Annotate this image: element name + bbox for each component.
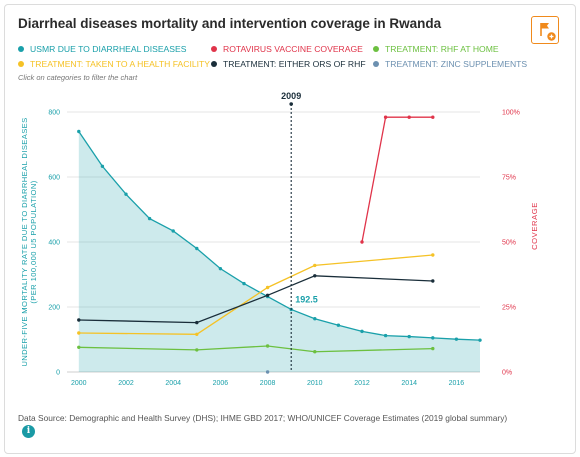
y-axis-title: UNDER-FIVE MORTALITY RATE DUE TO DIARRHE… xyxy=(20,117,38,366)
legend-item-rhf-home[interactable]: TREATMENT: RHF AT HOME xyxy=(373,44,499,54)
legend-label: USMR DUE TO DIARRHEAL DISEASES xyxy=(30,44,187,54)
data-point-rotavirus-vaccine-coverage xyxy=(383,115,388,119)
x-tick-label: 2016 xyxy=(449,380,465,387)
legend-label: TREATMENT: ZINC SUPPLEMENTS xyxy=(385,59,528,69)
data-source: Data Source: Demographic and Health Surv… xyxy=(18,413,508,423)
data-point-treatment-rhf-at-home xyxy=(265,344,270,348)
legend-dot xyxy=(18,61,24,67)
data-point-usmr-due-to-diarrheal-diseases xyxy=(242,281,246,286)
y2-tick-label: 100% xyxy=(502,110,520,117)
data-point-treatment-either-ors-of-rhf xyxy=(431,279,435,283)
data-point-usmr-due-to-diarrheal-diseases xyxy=(218,266,223,271)
data-point-treatment-rhf-at-home xyxy=(313,350,317,354)
y-tick-label: 800 xyxy=(48,110,60,117)
highlight-x-label: 2009 xyxy=(281,91,301,101)
legend-dot xyxy=(373,46,379,52)
x-tick-label: 2008 xyxy=(260,380,276,387)
x-tick-label: 2006 xyxy=(213,380,229,387)
data-point-treatment-either-ors-of-rhf xyxy=(195,320,199,325)
chart-plot: 0 200 400 600 800 0% 25% 50% 75% 100% 2000 2002 2004… xyxy=(20,91,539,387)
data-point-usmr-due-to-diarrheal-diseases xyxy=(383,333,388,338)
data-point-treatment-either-ors-of-rhf xyxy=(77,318,81,322)
x-tick-label: 2004 xyxy=(165,380,181,387)
data-point-rotavirus-vaccine-coverage xyxy=(360,240,364,244)
y-tick-label: 200 xyxy=(48,305,60,312)
y-tick-label: 0 xyxy=(56,370,60,377)
highlight-top-dot xyxy=(289,102,294,106)
legend-item-zinc[interactable]: TREATMENT: ZINC SUPPLEMENTS xyxy=(373,59,527,69)
data-point-usmr-due-to-diarrheal-diseases xyxy=(336,323,341,327)
data-point-usmr-due-to-diarrheal-diseases xyxy=(407,334,411,339)
data-point-treatment-taken-to-a-health-facility xyxy=(313,263,317,268)
data-point-treatment-rhf-at-home xyxy=(431,346,435,351)
data-point-usmr-due-to-diarrheal-diseases xyxy=(431,336,435,340)
data-point-rotavirus-vaccine-coverage xyxy=(431,115,435,119)
data-point-treatment-taken-to-a-health-facility xyxy=(431,253,435,257)
x-tick-label: 2002 xyxy=(118,380,134,387)
y2-tick-label: 0% xyxy=(502,370,512,377)
x-tick-label: 2000 xyxy=(71,380,87,387)
y2-axis-title: COVERAGE xyxy=(530,202,539,250)
y2-tick-label: 25% xyxy=(502,305,516,312)
data-point-usmr-due-to-diarrheal-diseases xyxy=(124,192,128,196)
legend-dot xyxy=(373,61,379,67)
y-tick-label: 400 xyxy=(48,240,60,247)
legend-label: TREATMENT: EITHER ORS OF RHF xyxy=(223,59,366,69)
data-point-rotavirus-vaccine-coverage xyxy=(407,115,411,119)
data-point-treatment-either-ors-of-rhf xyxy=(313,274,317,278)
y2-tick-label: 50% xyxy=(502,240,516,247)
x-tick-label: 2010 xyxy=(307,380,323,387)
x-tick-label: 2012 xyxy=(354,380,370,387)
legend-item-health-facility[interactable]: TREATMENT: TAKEN TO A HEALTH FACILITY xyxy=(18,59,210,69)
y-tick-label: 600 xyxy=(48,175,60,182)
info-icon[interactable]: i xyxy=(22,425,35,438)
y2-tick-label: 75% xyxy=(502,175,516,182)
legend-dot xyxy=(18,46,24,52)
data-point-treatment-rhf-at-home xyxy=(77,345,81,349)
data-point-treatment-taken-to-a-health-facility xyxy=(265,285,270,290)
data-point-usmr-due-to-diarrheal-diseases xyxy=(195,246,199,251)
legend-item-usmr[interactable]: USMR DUE TO DIARRHEAL DISEASES xyxy=(18,44,186,54)
chart-title: Diarrheal diseases mortality and interve… xyxy=(18,16,442,31)
data-point-usmr-due-to-diarrheal-diseases xyxy=(454,337,459,341)
legend-item-rotavirus[interactable]: ROTAVIRUS VACCINE COVERAGE xyxy=(211,44,363,54)
highlight-value-label: 192.5 xyxy=(295,294,318,304)
chart-card xyxy=(4,4,576,454)
series-area-usmr-due-to-diarrheal-diseases xyxy=(78,131,481,372)
data-point-usmr-due-to-diarrheal-diseases xyxy=(100,164,105,168)
x-tick-label: 2014 xyxy=(401,380,417,387)
data-point-treatment-either-ors-of-rhf xyxy=(265,293,270,297)
data-point-usmr-due-to-diarrheal-diseases xyxy=(313,317,317,321)
y-axis-title-line: (PER 100,000 U5 POPULATION) xyxy=(29,180,38,303)
legend-label: TREATMENT: TAKEN TO A HEALTH FACILITY xyxy=(30,59,211,69)
legend-label: TREATMENT: RHF AT HOME xyxy=(385,44,499,54)
data-point-treatment-taken-to-a-health-facility xyxy=(195,332,199,336)
filter-hint: Click on categories to filter the chart xyxy=(18,73,138,82)
data-point-treatment-rhf-at-home xyxy=(195,348,199,352)
data-point-usmr-due-to-diarrheal-diseases xyxy=(147,216,152,221)
y-axis-title-line: UNDER-FIVE MORTALITY RATE DUE TO DIARRHE… xyxy=(20,117,29,366)
data-point-treatment-zinc-supplements xyxy=(265,370,270,374)
flag-plus-icon[interactable] xyxy=(531,16,559,44)
legend-dot xyxy=(211,46,217,52)
data-point-treatment-taken-to-a-health-facility xyxy=(77,331,81,335)
legend-dot xyxy=(211,61,217,67)
series-line-usmr-due-to-diarrheal-diseases xyxy=(78,131,481,341)
series-line-rotavirus-vaccine-coverage xyxy=(361,116,433,243)
data-point-usmr-due-to-diarrheal-diseases xyxy=(171,229,175,233)
data-point-usmr-due-to-diarrheal-diseases xyxy=(77,129,81,134)
legend-item-ors-rhf[interactable]: TREATMENT: EITHER ORS OF RHF xyxy=(211,59,366,69)
data-point-usmr-due-to-diarrheal-diseases xyxy=(360,329,364,334)
legend-label: ROTAVIRUS VACCINE COVERAGE xyxy=(223,44,363,54)
data-point-usmr-due-to-diarrheal-diseases xyxy=(478,338,482,342)
